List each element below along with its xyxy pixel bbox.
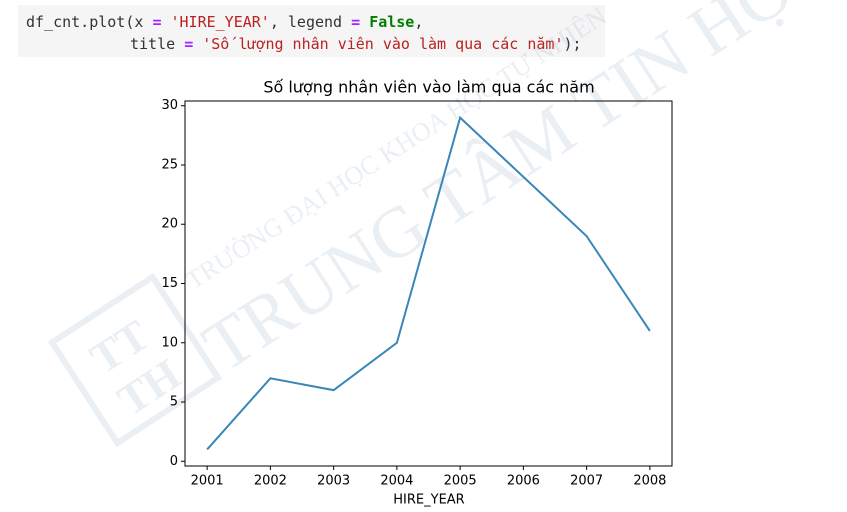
axes-frame	[184, 100, 673, 467]
code-token	[360, 13, 369, 31]
y-tick-label: 15	[161, 276, 178, 291]
x-tick-label: 2002	[254, 474, 287, 489]
code-line: title = 'Số lượng nhân viên vào làm qua …	[130, 35, 582, 53]
x-tick-label: 2005	[444, 474, 477, 489]
code-token	[193, 35, 202, 53]
code: df_cnt.plot(x = 'HIRE_YEAR', legend = Fa…	[26, 13, 582, 53]
y-tick-label: 30	[161, 98, 178, 113]
code-token: 'HIRE_YEAR'	[171, 13, 270, 31]
code-block	[18, 5, 605, 57]
code-token	[161, 13, 170, 31]
x-tick-label: 2004	[380, 474, 413, 489]
plot: 0 5 10 15 20 25 30 2001 2002 2003 2004 2005 2006 2007…	[161, 98, 666, 488]
code-token: =	[152, 13, 161, 31]
y-tick-label: 20	[161, 217, 178, 232]
x-tick-label: 2003	[317, 474, 350, 489]
x-tick-label: 2008	[633, 474, 666, 489]
code-token: False	[369, 13, 414, 31]
line-series	[206, 115, 651, 451]
x-axis-label: HIRE_YEAR	[393, 493, 464, 508]
y-tick-label: 0	[170, 454, 178, 469]
x-tick-label: 2007	[570, 474, 603, 489]
code-token: , legend	[270, 13, 351, 31]
code-token: ,	[414, 13, 423, 31]
code-token: title	[130, 35, 184, 53]
y-tick-label: 5	[170, 395, 178, 410]
code-token: );	[563, 35, 581, 53]
code-token: 'Số lượng nhân viên vào làm qua các năm'	[202, 35, 563, 53]
y-tick-label: 25	[161, 157, 178, 172]
y-tick-label: 10	[161, 335, 178, 350]
code-line: df_cnt.plot(x = 'HIRE_YEAR', legend = Fa…	[26, 13, 423, 31]
code-token: =	[184, 35, 193, 53]
x-tick-label: 2006	[507, 474, 540, 489]
chart-title: Số lượng nhân viên vào làm qua các năm	[263, 78, 594, 97]
code-token: df_cnt.plot(x	[26, 13, 152, 31]
code-token: =	[351, 13, 360, 31]
x-tick-label: 2001	[191, 474, 224, 489]
